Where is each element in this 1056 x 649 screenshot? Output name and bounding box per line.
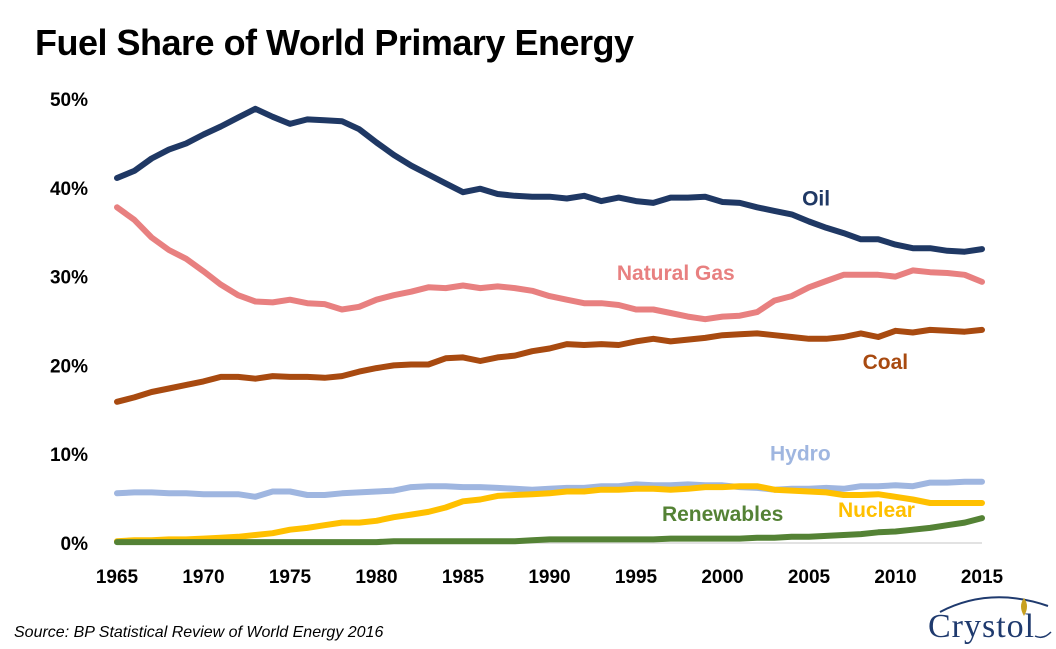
x-tick-label: 1970 [182,567,224,588]
x-axis: 1965 1970 1975 1980 1985 1990 1995 2000 2005 2010… [96,567,1004,588]
series-line-natural-gas [114,204,985,323]
chart-title: Fuel Share of World Primary Energy [35,22,634,63]
series-label-oil: Oil [802,188,830,211]
y-axis: 0% 10% 20% 30% 40% 50% [50,90,88,555]
y-tick-label: 30% [50,268,88,289]
series-line-hydro [114,478,985,500]
y-tick-label: 10% [50,445,88,466]
series-labels: Oil Natural Gas Coal Hydro Nuclear Renewables [617,188,915,526]
x-tick-label: 2015 [961,567,1004,588]
x-tick-label: 1985 [442,567,485,588]
series-label-coal: Coal [863,351,909,374]
series-line-coal [114,326,985,405]
x-tick-label: 1980 [355,567,397,588]
y-tick-label: 0% [61,534,89,555]
x-tick-label: 1990 [528,567,570,588]
y-tick-label: 40% [50,179,88,200]
series-line-oil [114,105,985,255]
x-tick-label: 2010 [874,567,916,588]
crystol-logo: Crystol [920,590,1054,648]
y-tick-label: 20% [50,356,88,377]
series-label-hydro: Hydro [770,442,831,465]
logo-text: Crystol [928,608,1036,645]
series-label-renewables: Renewables [662,503,783,526]
x-tick-label: 1975 [269,567,312,588]
series-line-renewables [114,515,985,546]
x-tick-label: 2005 [788,567,831,588]
x-tick-label: 2000 [701,567,743,588]
series-label-natural-gas: Natural Gas [617,262,735,285]
series-label-nuclear: Nuclear [838,499,915,522]
source-note: Source: BP Statistical Review of World E… [14,624,384,641]
y-tick-label: 50% [50,90,88,111]
series-lines [114,105,985,546]
x-tick-label: 1995 [615,567,658,588]
x-tick-label: 1965 [96,567,139,588]
series-line-nuclear [114,483,985,545]
